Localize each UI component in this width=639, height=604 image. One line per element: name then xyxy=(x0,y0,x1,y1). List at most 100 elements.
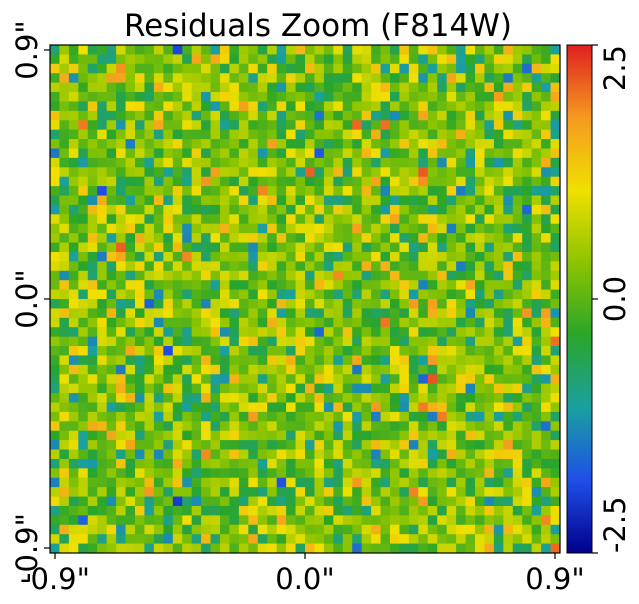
heatmap-cell xyxy=(286,505,296,516)
heatmap-cell xyxy=(267,167,278,178)
heatmap-cell xyxy=(352,374,363,385)
heatmap-cell xyxy=(522,524,533,535)
heatmap-cell xyxy=(191,308,202,319)
heatmap-cell xyxy=(475,270,485,281)
heatmap-cell xyxy=(390,195,400,206)
heatmap-cell xyxy=(408,157,419,168)
heatmap-cell xyxy=(295,317,306,328)
heatmap-cell xyxy=(408,336,419,347)
heatmap-cell xyxy=(201,317,211,328)
heatmap-cell xyxy=(305,92,315,102)
heatmap-cell xyxy=(191,468,202,479)
heatmap-cell xyxy=(182,92,193,102)
heatmap-cell xyxy=(144,374,155,385)
heatmap-cell xyxy=(342,421,353,432)
heatmap-cell xyxy=(427,364,438,375)
heatmap-cell xyxy=(59,251,70,262)
heatmap-cell xyxy=(427,505,438,516)
heatmap-cell xyxy=(408,73,419,84)
heatmap-cell xyxy=(116,515,126,526)
heatmap-cell xyxy=(125,195,136,206)
heatmap-cell xyxy=(342,364,353,375)
heatmap-cell xyxy=(267,101,278,112)
heatmap-cell xyxy=(68,261,79,272)
heatmap-cell xyxy=(135,45,145,55)
heatmap-cell xyxy=(418,505,429,516)
heatmap-cell xyxy=(172,440,183,450)
heatmap-cell xyxy=(399,82,410,93)
heatmap-cell xyxy=(399,73,410,84)
heatmap-cell xyxy=(399,195,410,206)
heatmap-cell xyxy=(465,421,476,432)
heatmap-cell xyxy=(371,148,381,159)
heatmap-cell xyxy=(172,148,183,159)
heatmap-cell xyxy=(550,148,561,159)
heatmap-cell xyxy=(68,411,79,422)
heatmap-cell xyxy=(475,411,485,422)
heatmap-cell xyxy=(68,487,79,497)
heatmap-cell xyxy=(446,383,457,394)
heatmap-cell xyxy=(153,251,164,262)
heatmap-cell xyxy=(408,524,419,535)
heatmap-cell xyxy=(116,45,126,55)
heatmap-cell xyxy=(257,120,268,131)
heatmap-cell xyxy=(427,393,438,403)
heatmap-cell xyxy=(210,336,221,347)
heatmap-cell xyxy=(333,242,344,253)
heatmap-cell xyxy=(475,317,485,328)
heatmap-cell xyxy=(456,73,466,84)
heatmap-cell xyxy=(437,468,448,479)
heatmap-cell xyxy=(238,421,249,432)
heatmap-cell xyxy=(323,449,334,460)
heatmap-cell xyxy=(418,45,429,55)
heatmap-cell xyxy=(153,411,164,422)
heatmap-cell xyxy=(182,214,193,225)
heatmap-cell xyxy=(512,73,523,84)
heatmap-cell xyxy=(333,101,344,112)
heatmap-cell xyxy=(78,534,89,544)
heatmap-cell xyxy=(493,440,504,450)
heatmap-cell xyxy=(106,458,117,469)
heatmap-cell xyxy=(78,92,89,102)
heatmap-cell xyxy=(135,308,145,319)
heatmap-cell xyxy=(390,477,400,488)
heatmap-cell xyxy=(182,468,193,479)
heatmap-cell xyxy=(503,421,514,432)
heatmap-cell xyxy=(144,242,155,253)
heatmap-cell xyxy=(78,251,89,262)
heatmap-cell xyxy=(182,430,193,441)
heatmap-cell xyxy=(333,251,344,262)
heatmap-cell xyxy=(323,251,334,262)
heatmap-cell xyxy=(361,327,372,338)
heatmap-cell xyxy=(135,242,145,253)
heatmap-cell xyxy=(257,430,268,441)
heatmap-cell xyxy=(522,270,533,281)
heatmap-cell xyxy=(50,487,60,497)
heatmap-cell xyxy=(484,524,495,535)
heatmap-cell xyxy=(531,346,542,356)
heatmap-cell xyxy=(257,402,268,413)
heatmap-cell xyxy=(286,346,296,356)
heatmap-cell xyxy=(446,543,457,554)
heatmap-cell xyxy=(390,393,400,403)
heatmap-cell xyxy=(116,364,126,375)
heatmap-cell xyxy=(352,120,363,131)
heatmap-cell xyxy=(257,421,268,432)
heatmap-cell xyxy=(380,92,391,102)
heatmap-cell xyxy=(390,223,400,234)
heatmap-cell xyxy=(229,411,240,422)
heatmap-cell xyxy=(475,468,485,479)
heatmap-cell xyxy=(210,63,221,74)
heatmap-cell xyxy=(437,214,448,225)
heatmap-cell xyxy=(248,186,259,196)
heatmap-cell xyxy=(191,402,202,413)
heatmap-cell xyxy=(305,421,315,432)
heatmap-cell xyxy=(342,440,353,450)
heatmap-cell xyxy=(314,327,325,338)
heatmap-cell xyxy=(446,63,457,74)
heatmap-cell xyxy=(220,355,230,366)
heatmap-cell xyxy=(135,505,145,516)
heatmap-cell xyxy=(172,543,183,554)
heatmap-cell xyxy=(87,101,98,112)
heatmap-cell xyxy=(50,374,60,385)
